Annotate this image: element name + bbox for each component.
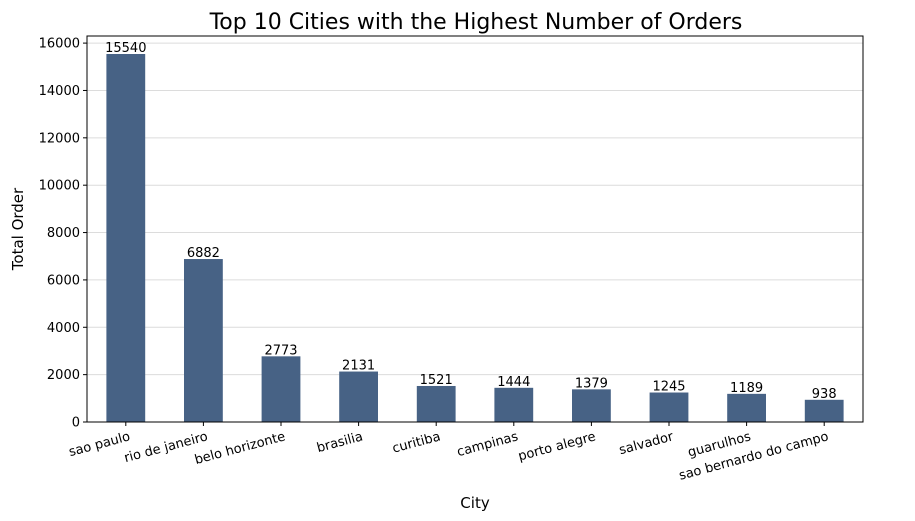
x-tick-label: sao paulo [67,429,132,460]
bar-value-label: 6882 [187,246,220,261]
bar [572,389,611,422]
bar-value-label: 1189 [730,381,763,396]
bar-value-label: 2131 [342,359,375,374]
x-axis-label: City [460,494,490,512]
bar [184,259,223,422]
bar-value-label: 1521 [420,373,453,388]
x-tick-label: salvador [617,429,675,458]
chart-title: Top 10 Cities with the Highest Number of… [209,10,743,35]
bar-value-label: 938 [812,387,837,402]
bar-value-label: 1245 [652,380,685,395]
x-tick-label: campinas [455,429,520,460]
bar [649,392,689,422]
y-tick-label: 12000 [39,131,80,146]
x-tick-label: curitiba [391,429,442,456]
bar [416,385,456,422]
bars [106,53,844,422]
data-labels: 15540 6882 2773 2131 1521 1444 1379 1245 1189 938 [105,41,836,402]
plot-frame [86,35,864,423]
y-axis: 0 2000 4000 6000 8000 10000 12000 14000 16000 [39,37,87,431]
y-tick-label: 0 [72,416,80,431]
y-axis-label: Total Order [9,187,27,271]
bar [727,393,766,422]
bar-value-label: 2773 [264,343,297,358]
x-tick-label: porto alegre [517,429,598,464]
y-tick-label: 10000 [39,179,80,194]
bar [106,53,146,422]
x-tick-label: brasilia [315,429,364,456]
y-tick-label: 6000 [47,273,80,288]
y-tick-label: 2000 [47,368,80,383]
y-tick-label: 16000 [39,37,80,52]
bar [494,387,534,422]
bar [261,356,301,422]
bar-value-label: 15540 [105,41,146,56]
bar [804,399,844,422]
y-tick-label: 8000 [47,226,80,241]
bar [339,371,378,422]
bar-value-label: 1444 [497,375,530,390]
bar-value-label: 1379 [575,376,608,391]
y-tick-label: 4000 [47,321,80,336]
x-tick-label: belo horizonte [193,429,287,468]
y-tick-label: 14000 [39,84,80,99]
